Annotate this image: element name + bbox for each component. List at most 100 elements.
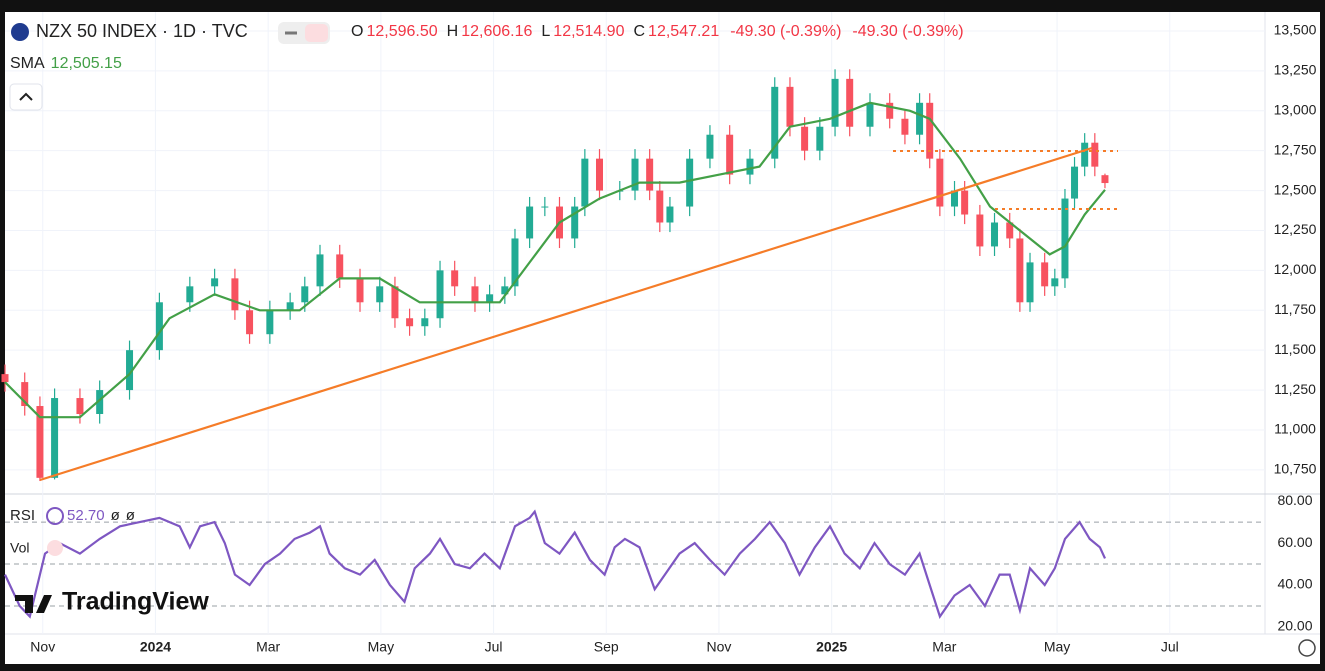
candle-body [916,102,924,135]
candle-body [211,278,219,287]
candle-body [301,286,309,303]
rsi-extra: ø [125,507,135,524]
x-tick-label: Jul [1161,639,1179,655]
candle-body [1051,278,1059,287]
candle-body [831,78,839,127]
candle-body [356,278,364,303]
candle-body [376,286,384,303]
candle-body [1026,262,1034,303]
title-row: NZX 50 INDEX · 1D · TVC [36,21,248,42]
x-tick-label: May [1044,639,1070,655]
candle-body [21,382,29,407]
candle-body [1101,175,1109,184]
chart-title: NZX 50 INDEX · 1D · TVC [36,21,248,41]
y-tick-label: 11,500 [1274,341,1316,357]
rsi-icon [46,507,64,525]
logo-icon [15,595,52,613]
candle-body [51,398,59,478]
ohlc-label: H [446,23,459,40]
y-tick-label: 11,750 [1274,301,1316,317]
candle-body [155,302,163,351]
candle-body [486,294,494,303]
sma-name: SMA [10,55,45,72]
trend-line [39,146,1093,482]
candle-body [1041,262,1049,287]
candle-body [991,222,999,247]
ohlc-value: 12,606.16 [461,23,533,40]
candle-body [1071,166,1079,199]
candle-body [926,102,934,159]
candle-body [406,318,414,327]
y-tick-label: 80.00 [1277,492,1312,508]
candle-body [266,310,274,335]
candle-body [96,390,104,415]
y-tick-label: 11,000 [1274,421,1316,437]
candle-body [581,158,589,207]
y-tick-label: 12,000 [1274,261,1317,277]
y-tick-label: 60.00 [1277,534,1312,550]
x-tick-label: Mar [932,639,956,655]
candle-body [595,158,603,191]
candle-body [511,238,519,287]
rsi-name: RSI [10,507,36,524]
candle-body [36,406,44,478]
candle-body [886,102,894,119]
y-tick-label: 10,750 [1274,461,1317,477]
x-tick-label: May [368,639,394,655]
x-tick-label: Nov [707,639,732,655]
candle-body [631,158,639,191]
collapse-button[interactable] [9,83,43,111]
candle-body [726,134,734,175]
candle-body [436,270,444,319]
sma-line [4,101,1106,419]
candle-body [501,286,509,295]
vol-icon [47,540,63,556]
candle-body [786,86,794,127]
candle-body [571,206,579,239]
candle-body [471,286,479,303]
y-tick-label: 11,250 [1274,381,1316,397]
rsi-line [4,509,1106,619]
candle-body [286,302,294,311]
ohlc-value: 12,547.21 [648,23,720,40]
candle-body [686,158,694,207]
candle-body [231,278,239,311]
flag-icon [11,23,29,41]
candle-body [1,374,9,383]
candle-body [801,126,809,151]
y-tick-label: 40.00 [1277,576,1312,592]
x-tick-label: Mar [256,639,280,655]
y-tick-label: 12,500 [1274,181,1317,197]
candle-body [1016,238,1024,303]
candle-body [656,190,664,223]
sma-legend: SMA 12,505.15 [10,55,122,73]
candle-body [246,310,254,335]
candle-body [316,254,324,287]
vol-label: Vol [10,540,29,556]
x-tick-label: Nov [30,639,55,655]
x-tick-label: Sep [594,639,619,655]
change: -49.30 (-0.39%) [852,23,964,40]
x-tick-label: 2024 [140,639,171,655]
candle-body [126,350,134,391]
y-tick-label: 20.00 [1277,618,1312,634]
candle-body [336,254,344,279]
candle-body [541,206,549,208]
settings-button[interactable] [1298,639,1316,657]
candle-body [961,190,969,215]
candle-body [1081,142,1089,167]
sma-value: 12,505.15 [50,55,122,72]
rsi-value: 52.70 [67,507,105,524]
candle-body [771,86,779,159]
collapse-icon [19,92,33,101]
candle-body [391,286,399,319]
ohlc-legend: O 12,596.50 H 12,606.16 L 12,514.90 C 12,547… [351,23,964,41]
candle-body [666,206,674,223]
candle-body [421,318,429,327]
y-tick-label: 13,250 [1274,62,1317,78]
y-tick-label: 12,750 [1274,141,1317,157]
candle-body [186,286,194,303]
plot [1,69,1109,619]
